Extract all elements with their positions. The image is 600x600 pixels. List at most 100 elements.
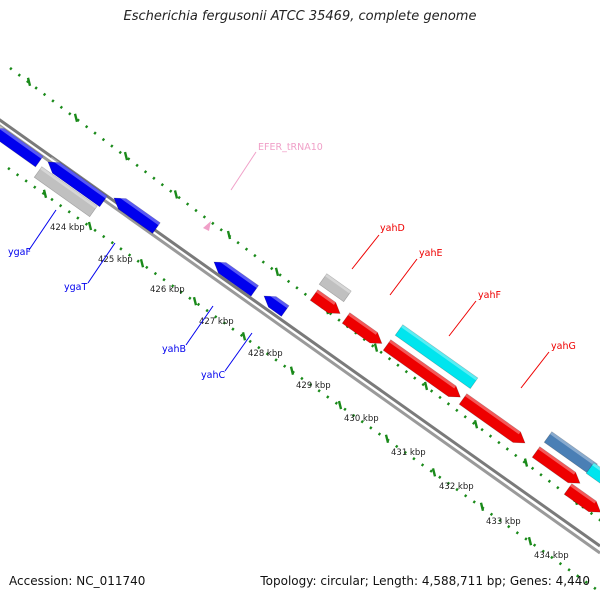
- gene-label-yahf: yahF: [478, 290, 501, 301]
- ruler-dot: [505, 447, 509, 451]
- scale-tick: [523, 458, 529, 467]
- gene-arrow-yahD-body: [309, 289, 341, 314]
- scale-ruler-group: [7, 66, 600, 591]
- ruler-dot: [253, 253, 257, 258]
- ruler-dot: [84, 124, 89, 129]
- ruler-dot: [412, 457, 416, 461]
- ruler-dot: [76, 216, 80, 220]
- gene-arrow-ygaT-shine: [50, 156, 108, 199]
- ruler-dot: [463, 415, 467, 419]
- ruler-dot: [248, 339, 252, 344]
- pseudo-feature-1: [33, 166, 98, 218]
- gene-arrow-yahB-body: [213, 261, 259, 297]
- ruler-dot: [9, 66, 13, 71]
- ruler-dot: [50, 197, 54, 202]
- ruler-dot: [202, 215, 207, 219]
- cyan-feature-body: [394, 324, 479, 390]
- ruler-dot: [547, 479, 552, 483]
- ruler-dot: [337, 318, 341, 322]
- ruler-dot: [145, 265, 149, 270]
- leader-yahf: [448, 300, 477, 337]
- gene-label-yahd: yahD: [380, 223, 405, 234]
- ruler-dot: [152, 176, 156, 180]
- ruler-dot: [265, 352, 270, 356]
- ruler-dot: [136, 259, 140, 263]
- gene-arrow-yahB: [213, 256, 259, 297]
- ruler-dot: [507, 524, 511, 529]
- gene-arrow-yahB-shine: [216, 256, 259, 289]
- ruler-dot: [371, 344, 375, 348]
- ruler-dot: [326, 395, 330, 399]
- scale-label: 431 kbp: [391, 448, 426, 458]
- cyan-feature-2: [585, 462, 600, 484]
- label-group: 424 kbp 425 kbp 426 kbp 427 kbp 428 kbp 429 k…: [8, 142, 576, 561]
- ruler-dot: [420, 463, 425, 467]
- leader-yahb: [185, 305, 214, 346]
- ruler-dot: [84, 222, 89, 226]
- ruler-dot: [404, 369, 409, 374]
- ruler-dot: [283, 364, 287, 368]
- ruler-dot: [179, 290, 183, 294]
- ruler-dot: [360, 420, 364, 424]
- ruler-dot: [567, 568, 571, 572]
- ruler-dot: [498, 518, 502, 523]
- ruler-dot: [480, 427, 484, 432]
- ruler-dot: [257, 345, 261, 350]
- gene-label-yahe: yahE: [419, 248, 442, 259]
- steelblue-feature-shine: [550, 431, 598, 467]
- ruler-dot: [135, 163, 139, 168]
- ruler-dot: [334, 401, 339, 405]
- pseudo-feature-1-shine: [40, 166, 98, 209]
- gene-arrow-ygaT-b-body: [113, 197, 161, 234]
- ruler-dot: [231, 327, 235, 331]
- ruler-dot: [317, 389, 321, 393]
- ruler-dot: [188, 296, 192, 300]
- gene-arrow-yahG: [458, 393, 526, 444]
- scale-tick: [373, 343, 379, 352]
- ruler-dot: [153, 271, 158, 276]
- gene-arrow-yahD: [309, 289, 341, 314]
- gene-label-yahc: yahC: [201, 370, 225, 381]
- gene-label-yahb: yahB: [162, 344, 186, 355]
- ruler-dot: [455, 487, 459, 492]
- scale-label: 426 kbp: [150, 285, 185, 295]
- gene-arrow-yahG-b-body: [531, 446, 581, 484]
- ruler-dot: [472, 421, 476, 425]
- ruler-dot: [550, 555, 554, 560]
- ruler-dot: [556, 485, 560, 490]
- ruler-dot: [67, 210, 71, 214]
- scale-tick: [123, 151, 129, 161]
- ruler-dot: [343, 407, 347, 412]
- scale-tick: [173, 190, 179, 199]
- trna-marker: [203, 221, 211, 231]
- scale-label: 433 kbp: [486, 517, 521, 527]
- scale-tick: [473, 419, 479, 429]
- scale-tick: [192, 296, 198, 306]
- ruler-dot: [593, 586, 597, 591]
- ruler-dot: [351, 413, 356, 418]
- scale-tick: [139, 258, 145, 268]
- scale-tick: [337, 400, 343, 410]
- gene-arrow-yahG-body: [458, 393, 526, 444]
- scale-label: 428 kbp: [248, 349, 283, 359]
- ruler-dot: [42, 92, 47, 97]
- ruler-dot: [589, 511, 594, 516]
- ruler-dot: [421, 382, 425, 387]
- scale-tick: [26, 77, 32, 87]
- ruler-dot: [33, 185, 37, 189]
- ruler-dot: [110, 241, 114, 245]
- cyan-feature-2-shine: [592, 462, 600, 471]
- ruler-dot: [110, 144, 114, 148]
- ruler-dot: [387, 357, 392, 361]
- gene-arrow-yahC-shine: [266, 290, 289, 309]
- trna-leader: [230, 151, 257, 191]
- ruler-dot: [395, 444, 399, 449]
- gene-arrow-ygaF: [0, 125, 44, 168]
- gene-arrow-yahG-b-shine: [538, 446, 576, 475]
- leader-yahc: [224, 332, 253, 372]
- topology-label: Topology: circular; Length: 4,588,711 bp…: [260, 574, 590, 588]
- scale-tick: [479, 502, 485, 512]
- scale-label: 432 kbp: [439, 482, 474, 492]
- ruler-dot: [59, 105, 64, 110]
- ruler-dot: [7, 166, 11, 171]
